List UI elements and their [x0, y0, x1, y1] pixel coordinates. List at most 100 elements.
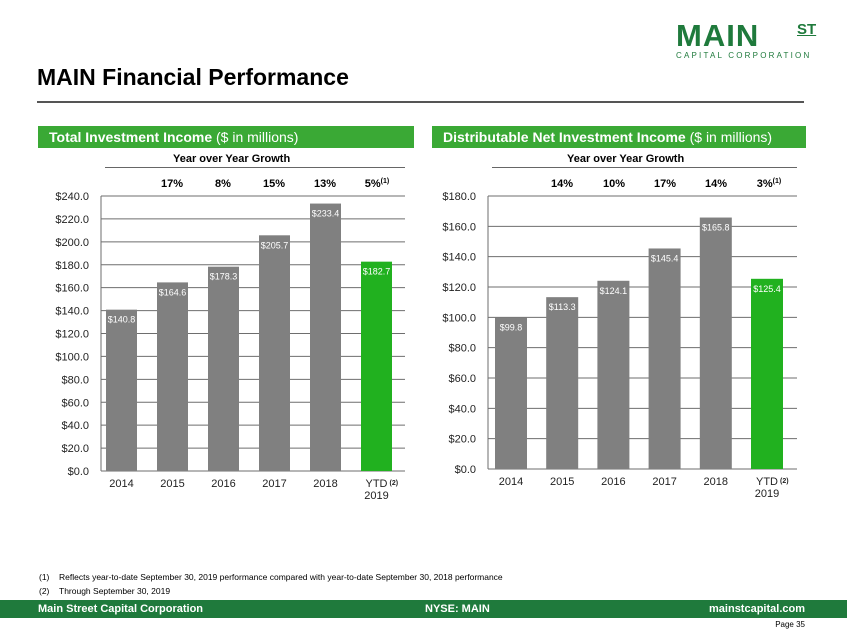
panel-header-unit: ($ in millions) — [685, 129, 773, 145]
x-tick-label: 2014 — [499, 476, 523, 488]
bar — [259, 235, 290, 471]
bar — [361, 261, 392, 471]
y-tick-label: $20.0 — [448, 434, 476, 446]
x-tick-note: (2) — [780, 478, 789, 485]
footer-company: Main Street Capital Corporation — [38, 603, 204, 615]
bar — [751, 278, 783, 469]
x-tick-label: 2019 — [364, 490, 388, 502]
footer-ticker: NYSE: MAIN — [425, 603, 490, 615]
logo-st-text: ST — [797, 21, 817, 38]
title-divider — [37, 101, 804, 103]
bar — [495, 317, 527, 469]
footnote-text: Through September 30, 2019 — [59, 586, 171, 596]
x-tick-label: 2017 — [652, 476, 676, 488]
growth-percent: 3%(1) — [756, 178, 782, 190]
footer-bar: Main Street Capital Corporation NYSE: MA… — [0, 600, 847, 618]
y-tick-label: $140.0 — [442, 252, 476, 264]
data-label: $99.8 — [500, 323, 523, 333]
y-tick-label: $140.0 — [55, 306, 89, 318]
y-tick-label: $100.0 — [55, 351, 89, 363]
growth-note: (1) — [772, 178, 782, 185]
growth-percent: 5%(1) — [364, 178, 390, 190]
growth-percent: 17% — [160, 178, 184, 190]
y-tick-label: $60.0 — [448, 373, 476, 385]
y-tick-label: $120.0 — [55, 329, 89, 341]
x-tick-label: 2019 — [755, 488, 779, 500]
x-tick-label: YTD — [366, 478, 388, 490]
x-tick-label: YTD — [756, 476, 778, 488]
footnote-text: Reflects year-to-date September 30, 2019… — [59, 572, 503, 582]
page-title: MAIN Financial Performance — [37, 64, 349, 90]
y-tick-label: $160.0 — [55, 283, 89, 295]
growth-percent: 10% — [602, 178, 626, 190]
bar — [699, 217, 732, 469]
x-tick-label: 2016 — [601, 476, 625, 488]
data-label: $125.4 — [753, 284, 781, 294]
page-number: Page 35 — [775, 620, 805, 629]
x-tick-label: 2018 — [313, 478, 337, 490]
bar — [208, 266, 239, 471]
bar — [648, 248, 681, 469]
data-label: $145.4 — [651, 253, 679, 263]
footnote-1: (1) Reflects year-to-date September 30, 2… — [39, 570, 503, 584]
x-tick-label: 2016 — [211, 478, 235, 490]
growth-percent: 8% — [215, 178, 231, 190]
growth-percent: 14% — [704, 178, 728, 190]
data-label: $164.6 — [159, 287, 187, 297]
x-tick-label: 2015 — [550, 476, 574, 488]
y-tick-label: $220.0 — [55, 214, 89, 226]
growth-label-total-investment-income: Year over Year Growth — [173, 153, 291, 165]
growth-note: (1) — [380, 178, 390, 185]
main-street-logo: MAIN ST CAPITAL CORPORATION — [676, 20, 826, 62]
data-label: $124.1 — [600, 286, 628, 296]
y-tick-label: $0.0 — [455, 464, 476, 476]
y-tick-label: $20.0 — [61, 443, 89, 455]
footnotes: (1) Reflects year-to-date September 30, 2… — [39, 570, 503, 598]
y-tick-label: $180.0 — [55, 260, 89, 272]
data-label: $233.4 — [312, 209, 340, 219]
y-tick-label: $60.0 — [61, 397, 89, 409]
data-label: $178.3 — [210, 272, 238, 282]
y-tick-label: $180.0 — [442, 191, 476, 203]
y-tick-label: $40.0 — [61, 420, 89, 432]
footer-website-link[interactable]: mainstcapital.com — [709, 603, 805, 615]
y-tick-label: $240.0 — [55, 191, 89, 203]
panel-header-unit: ($ in millions) — [212, 129, 299, 145]
footnote-number: (2) — [39, 586, 50, 596]
panel-header-bold: Distributable Net Investment Income — [443, 129, 686, 145]
y-tick-label: $80.0 — [61, 374, 89, 386]
growth-percent: 13% — [313, 178, 337, 190]
y-tick-label: $100.0 — [442, 312, 476, 324]
y-tick-label: $160.0 — [442, 221, 476, 233]
bar — [310, 203, 341, 471]
logo-main-text: MAIN — [676, 18, 760, 53]
footnote-number: (1) — [39, 572, 50, 582]
logo-subtitle: CAPITAL CORPORATION — [676, 51, 812, 60]
y-tick-label: $80.0 — [448, 343, 476, 355]
panel-header-distributable-nii: Distributable Net Investment Income ($ i… — [432, 126, 806, 148]
y-tick-label: $200.0 — [55, 237, 89, 249]
y-tick-label: $120.0 — [442, 282, 476, 294]
data-label: $205.7 — [261, 240, 289, 250]
bar — [157, 282, 188, 471]
y-tick-label: $40.0 — [448, 403, 476, 415]
growth-percent: 14% — [550, 178, 574, 190]
data-label: $113.3 — [549, 302, 576, 312]
growth-label-rule — [105, 167, 405, 168]
x-tick-note: (2) — [390, 480, 399, 487]
panel-header-bold: Total Investment Income — [49, 129, 213, 145]
x-tick-label: 2017 — [262, 478, 286, 490]
data-label: $165.8 — [702, 223, 730, 233]
x-tick-label: 2014 — [109, 478, 133, 490]
x-tick-label: 2015 — [160, 478, 184, 490]
x-tick-label: 2018 — [704, 476, 728, 488]
footnote-2: (2) Through September 30, 2019 — [39, 584, 503, 598]
growth-percent: 17% — [653, 178, 677, 190]
bar — [106, 309, 137, 471]
growth-percent: 15% — [262, 178, 286, 190]
bar — [597, 280, 630, 469]
bar — [546, 297, 579, 469]
y-tick-label: $0.0 — [68, 466, 89, 478]
